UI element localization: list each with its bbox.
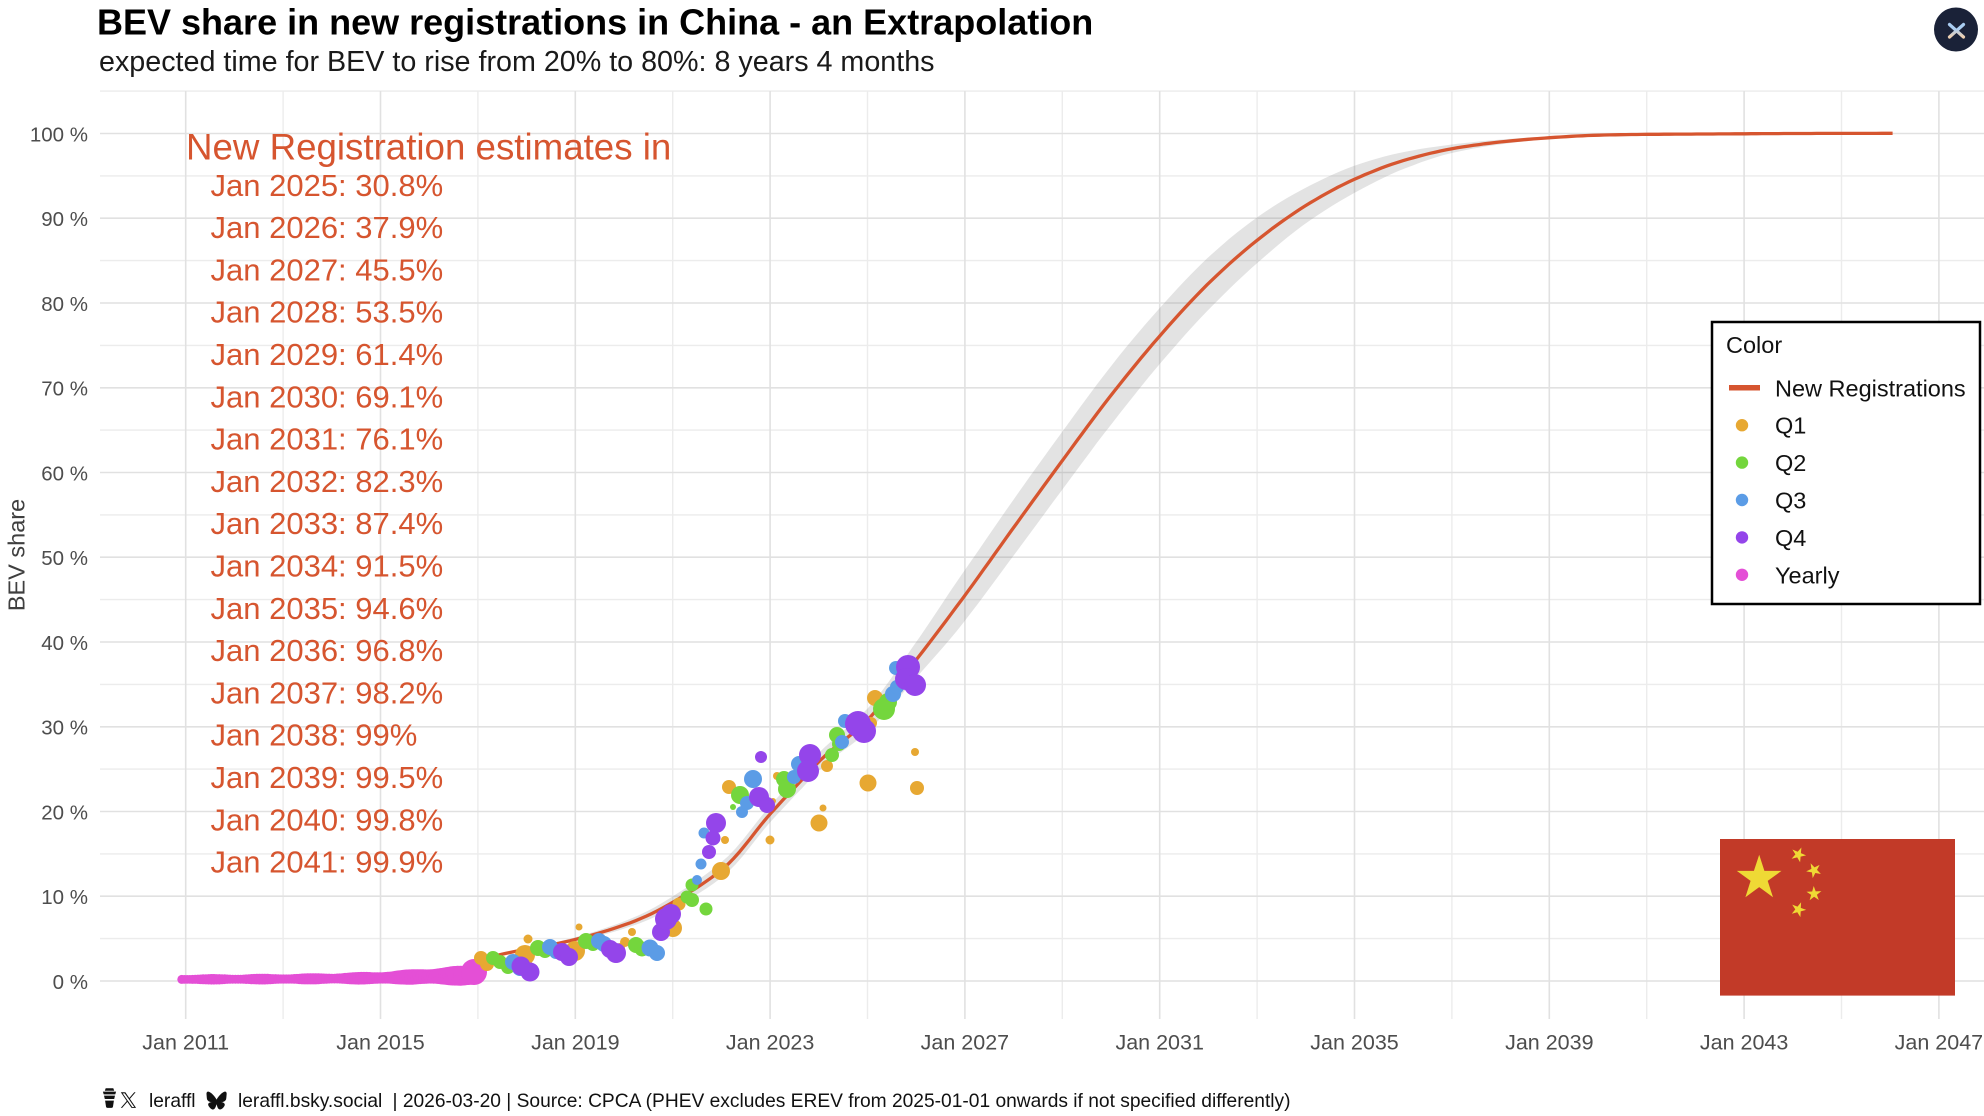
svg-text:60 %: 60 % — [41, 462, 88, 485]
svg-text:leraffl: leraffl — [149, 1091, 196, 1112]
svg-text:Jan 2035: Jan 2035 — [1310, 1031, 1399, 1055]
svg-text:expected time for BEV to rise: expected time for BEV to rise from 20% t… — [99, 46, 935, 78]
svg-text:New Registration estimates in: New Registration estimates in — [186, 127, 671, 168]
svg-text:Jan 2027: 45.5%: Jan 2027: 45.5% — [211, 252, 444, 287]
svg-text:Jan 2039: 99.5%: Jan 2039: 99.5% — [211, 760, 444, 795]
svg-text:Jan 2032: 82.3%: Jan 2032: 82.3% — [211, 464, 444, 499]
svg-text:50 %: 50 % — [41, 547, 88, 570]
svg-text:Jan 2019: Jan 2019 — [531, 1031, 619, 1055]
svg-text:Jan 2037: 98.2%: Jan 2037: 98.2% — [211, 675, 444, 710]
svg-text:Q3: Q3 — [1775, 488, 1806, 514]
svg-text:New Registrations: New Registrations — [1775, 375, 1966, 401]
svg-text:Jan 2015: Jan 2015 — [336, 1031, 425, 1055]
svg-text:Jan 2027: Jan 2027 — [921, 1031, 1009, 1055]
svg-text:0 %: 0 % — [53, 971, 88, 994]
svg-text:Q1: Q1 — [1775, 413, 1806, 439]
svg-text:Jan 2040: 99.8%: Jan 2040: 99.8% — [211, 802, 444, 837]
svg-text:70 %: 70 % — [41, 378, 88, 401]
svg-text:Jan 2041: 99.9%: Jan 2041: 99.9% — [211, 845, 444, 880]
svg-text:40 %: 40 % — [41, 632, 88, 655]
svg-text:Jan 2047: Jan 2047 — [1895, 1031, 1983, 1055]
svg-text:BEV share in new registrations: BEV share in new registrations in China … — [97, 2, 1093, 43]
svg-text:Q2: Q2 — [1775, 450, 1806, 476]
svg-text:Jan 2039: Jan 2039 — [1505, 1031, 1593, 1055]
svg-text:Jan 2034: 91.5%: Jan 2034: 91.5% — [211, 549, 444, 584]
svg-text:Jan 2026: 37.9%: Jan 2026: 37.9% — [211, 210, 444, 245]
svg-text:Jan 2031: 76.1%: Jan 2031: 76.1% — [211, 422, 444, 457]
svg-text:Jan 2043: Jan 2043 — [1700, 1031, 1789, 1055]
svg-text:Jan 2011: Jan 2011 — [142, 1031, 229, 1055]
svg-text:Yearly: Yearly — [1775, 562, 1840, 588]
svg-text:BEV share: BEV share — [4, 499, 30, 611]
svg-text:Q4: Q4 — [1775, 525, 1806, 551]
svg-text:Jan 2025: 30.8%: Jan 2025: 30.8% — [211, 168, 444, 203]
svg-text:80 %: 80 % — [41, 293, 88, 316]
svg-text:leraffl.bsky.social: leraffl.bsky.social — [238, 1091, 382, 1112]
svg-text:Jan 2031: Jan 2031 — [1115, 1031, 1203, 1055]
svg-text:90 %: 90 % — [41, 208, 88, 231]
svg-text:Jan 2030: 69.1%: Jan 2030: 69.1% — [211, 379, 444, 414]
svg-text:20 %: 20 % — [41, 801, 88, 824]
svg-text:| 2026-03-20 | Source: CPCA (P: | 2026-03-20 | Source: CPCA (PHEV exclud… — [393, 1091, 1291, 1112]
svg-text:Jan 2038: 99%: Jan 2038: 99% — [211, 718, 418, 753]
svg-text:10 %: 10 % — [41, 886, 88, 909]
svg-text:100 %: 100 % — [30, 123, 88, 146]
svg-text:Jan 2036: 96.8%: Jan 2036: 96.8% — [211, 633, 444, 668]
svg-text:Jan 2028: 53.5%: Jan 2028: 53.5% — [211, 295, 444, 330]
svg-text:Color: Color — [1726, 332, 1782, 358]
svg-text:Jan 2023: Jan 2023 — [726, 1031, 815, 1055]
svg-text:30 %: 30 % — [41, 717, 88, 740]
svg-text:Jan 2033: 87.4%: Jan 2033: 87.4% — [211, 506, 444, 541]
svg-text:Jan 2029: 61.4%: Jan 2029: 61.4% — [211, 337, 444, 372]
svg-text:Jan 2035: 94.6%: Jan 2035: 94.6% — [211, 591, 444, 626]
